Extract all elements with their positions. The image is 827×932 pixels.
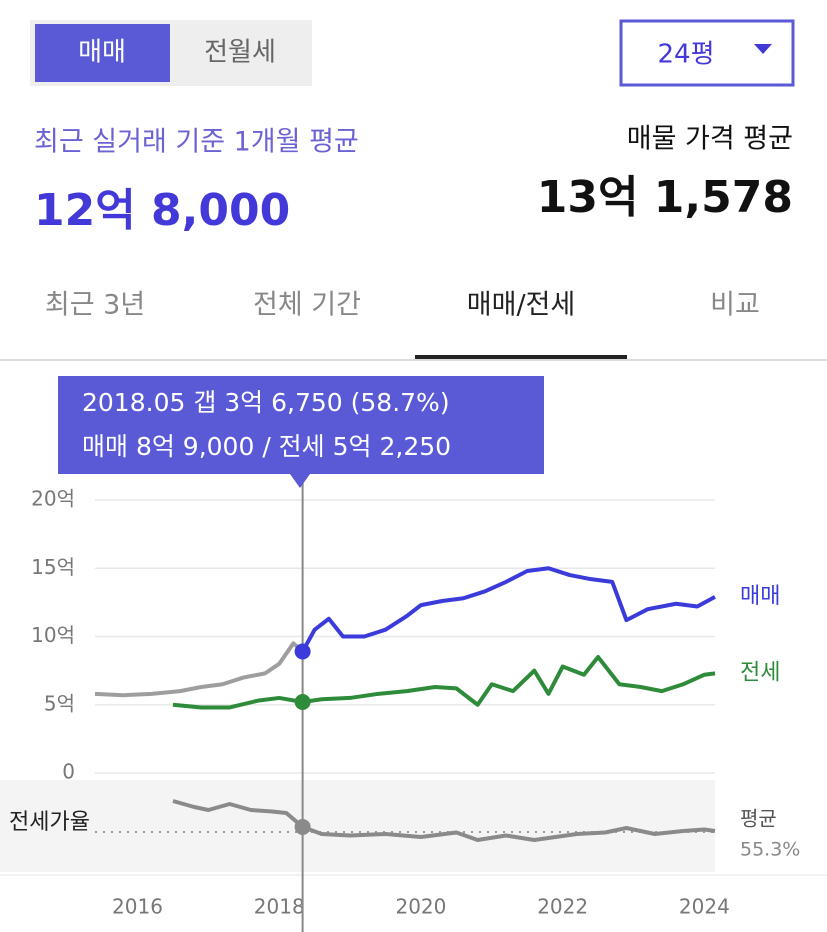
- line: [172, 654, 716, 710]
- tooltip-pointer: [290, 474, 310, 488]
- segment[interactable]: 매매: [78, 38, 126, 68]
- tooltip: 2018.05 갭 3억 6,750 (58.7%) 매매 8억 9,000 /…: [58, 376, 544, 488]
- y-tick-label: 0: [62, 760, 75, 784]
- tab-active[interactable]: 매매/전세: [467, 290, 575, 321]
- y-tick-label: 5억: [44, 691, 75, 715]
- segment-active[interactable]: [35, 24, 170, 82]
- segment[interactable]: 전월세: [204, 38, 276, 68]
- line: [300, 566, 716, 653]
- x-tick-label: 2022: [537, 895, 588, 919]
- cursor-dot: [294, 694, 311, 711]
- average-label: 평균: [740, 807, 777, 831]
- recent-label: 최근 실거래 기준 1개월 평균: [34, 127, 359, 158]
- ratio-label: 전세가율: [9, 810, 90, 835]
- recent-value: 12억 8,000: [34, 185, 290, 236]
- dropdown-arrow: [754, 44, 772, 54]
- tab[interactable]: 비교: [710, 290, 760, 321]
- y-tick-label: 15억: [31, 555, 75, 579]
- cursor-dot: [294, 643, 311, 660]
- tab[interactable]: 최근 3년: [45, 290, 145, 321]
- tooltip-box: [58, 376, 544, 474]
- tooltip-line: 매매 8억 9,000 / 전세 5억 2,250: [82, 432, 451, 461]
- listing-value: 13억 1,578: [537, 172, 793, 223]
- dropdown-value[interactable]: 24평: [657, 40, 714, 70]
- x-tick-label: 2024: [679, 895, 730, 919]
- line-past: [94, 641, 304, 698]
- cursor-dot: [294, 818, 311, 835]
- tab[interactable]: 전체 기간: [253, 290, 361, 321]
- series-label: 전세: [740, 660, 780, 685]
- ratio-line: [172, 799, 716, 842]
- ratio-panel: [0, 780, 715, 872]
- average-value: 55.3%: [740, 839, 800, 861]
- y-tick-label: 20억: [31, 487, 75, 511]
- plot: 20억 15억 10억 5억 0 2016 2018 2020 2022 2024 매매전세전세가율…: [9, 474, 800, 932]
- x-tick-label: 2020: [395, 895, 446, 919]
- x-tick-label: 2018: [254, 895, 305, 919]
- y-tick-label: 10억: [31, 623, 75, 647]
- x-tick-label: 2016: [112, 895, 163, 919]
- listing-label: 매물 가격 평균: [627, 124, 793, 155]
- size-dropdown[interactable]: [619, 19, 795, 87]
- tooltip-line: 2018.05 갭 3억 6,750 (58.7%): [82, 388, 450, 417]
- series-label: 매매: [740, 584, 780, 609]
